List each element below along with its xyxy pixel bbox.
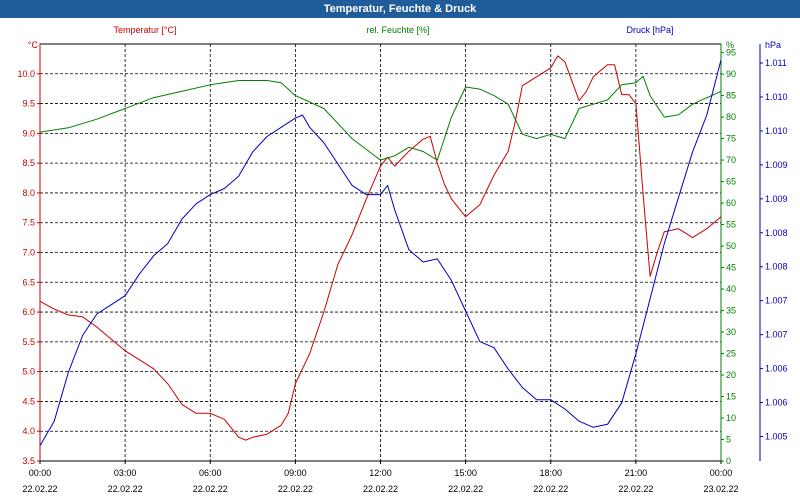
temperature-tick-label: 4.0 bbox=[22, 426, 35, 436]
humidity-tick-label: 45 bbox=[726, 263, 736, 273]
legend-humidity: rel. Feuchte [%] bbox=[366, 25, 429, 35]
pressure-tick-label: 1.011 bbox=[765, 58, 787, 68]
temperature-tick-label: 5.0 bbox=[22, 367, 35, 377]
pressure-tick-label: 1.010 bbox=[765, 126, 788, 136]
x-tick-time: 15:00 bbox=[454, 468, 477, 478]
pressure-tick-label: 1.005 bbox=[765, 432, 788, 442]
humidity-tick-label: 30 bbox=[726, 327, 736, 337]
x-tick-time: 21:00 bbox=[625, 468, 648, 478]
temperature-tick-label: 10.0 bbox=[17, 69, 35, 79]
humidity-series-line bbox=[39, 75, 722, 161]
pressure-tick-label: 1.006 bbox=[765, 398, 788, 408]
pressure-tick-label: 1.008 bbox=[765, 228, 788, 238]
pressure-tick-label: 1.006 bbox=[765, 364, 788, 374]
temperature-tick-label: 7.0 bbox=[22, 248, 35, 258]
pressure-series-line bbox=[39, 59, 722, 446]
x-tick-date: 22.02.22 bbox=[193, 484, 228, 494]
humidity-tick-label: 95 bbox=[726, 48, 736, 58]
temperature-tick-label: 3.5 bbox=[22, 456, 35, 466]
temperature-series-line bbox=[39, 55, 722, 441]
humidity-tick-label: 65 bbox=[726, 177, 736, 187]
humidity-tick-label: 40 bbox=[726, 284, 736, 294]
humidity-tick-label: 35 bbox=[726, 306, 736, 316]
humidity-tick-label: 25 bbox=[726, 349, 736, 359]
humidity-tick-label: 10 bbox=[726, 413, 736, 423]
x-tick-date: 22.02.22 bbox=[618, 484, 653, 494]
humidity-tick-label: 55 bbox=[726, 220, 736, 230]
x-tick-date: 22.02.22 bbox=[363, 484, 398, 494]
pressure-tick-label: 1.007 bbox=[765, 296, 788, 306]
pressure-tick-label: 1.009 bbox=[765, 194, 788, 204]
temperature-tick-label: 5.5 bbox=[22, 337, 35, 347]
humidity-tick-label: 60 bbox=[726, 198, 736, 208]
x-tick-date: 22.02.22 bbox=[448, 484, 483, 494]
pressure-tick-label: 1.007 bbox=[765, 330, 788, 340]
x-tick-time: 03:00 bbox=[114, 468, 137, 478]
x-tick-date: 22.02.22 bbox=[533, 484, 568, 494]
x-tick-time: 00:00 bbox=[29, 468, 52, 478]
humidity-tick-label: 5 bbox=[726, 435, 731, 445]
temperature-tick-label: 8.0 bbox=[22, 188, 35, 198]
humidity-tick-label: 85 bbox=[726, 91, 736, 101]
temperature-tick-label: 6.5 bbox=[22, 277, 35, 287]
x-tick-time: 18:00 bbox=[539, 468, 562, 478]
pressure-tick-label: 1.008 bbox=[765, 262, 788, 272]
humidity-unit-label: % bbox=[726, 40, 734, 50]
pressure-unit-label: hPa bbox=[765, 40, 781, 50]
x-tick-date: 22.02.22 bbox=[22, 484, 57, 494]
pressure-tick-label: 1.009 bbox=[765, 160, 788, 170]
temperature-tick-label: 8.5 bbox=[22, 158, 35, 168]
x-tick-time: 00:00 bbox=[710, 468, 733, 478]
humidity-tick-label: 15 bbox=[726, 392, 736, 402]
legend-temperature: Temperatur [°C] bbox=[113, 25, 176, 35]
humidity-tick-label: 0 bbox=[726, 456, 731, 466]
chart-title: Temperatur, Feuchte & Druck bbox=[0, 0, 800, 18]
temperature-tick-label: 7.5 bbox=[22, 218, 35, 228]
x-tick-time: 12:00 bbox=[369, 468, 392, 478]
x-tick-date: 22.02.22 bbox=[278, 484, 313, 494]
legend-pressure: Druck [hPa] bbox=[626, 25, 673, 35]
x-tick-time: 06:00 bbox=[199, 468, 222, 478]
humidity-tick-label: 75 bbox=[726, 134, 736, 144]
humidity-tick-label: 20 bbox=[726, 370, 736, 380]
temperature-unit-label: °C bbox=[28, 40, 39, 50]
humidity-tick-label: 90 bbox=[726, 69, 736, 79]
x-tick-date: 23.02.22 bbox=[703, 484, 738, 494]
x-tick-date: 22.02.22 bbox=[108, 484, 143, 494]
temperature-tick-label: 9.0 bbox=[22, 128, 35, 138]
humidity-tick-label: 80 bbox=[726, 112, 736, 122]
pressure-tick-label: 1.010 bbox=[765, 92, 788, 102]
temperature-tick-label: 4.5 bbox=[22, 396, 35, 406]
temperature-tick-label: 6.0 bbox=[22, 307, 35, 317]
humidity-tick-label: 50 bbox=[726, 241, 736, 251]
temperature-tick-label: 9.5 bbox=[22, 99, 35, 109]
x-tick-time: 09:00 bbox=[284, 468, 307, 478]
humidity-tick-label: 70 bbox=[726, 155, 736, 165]
